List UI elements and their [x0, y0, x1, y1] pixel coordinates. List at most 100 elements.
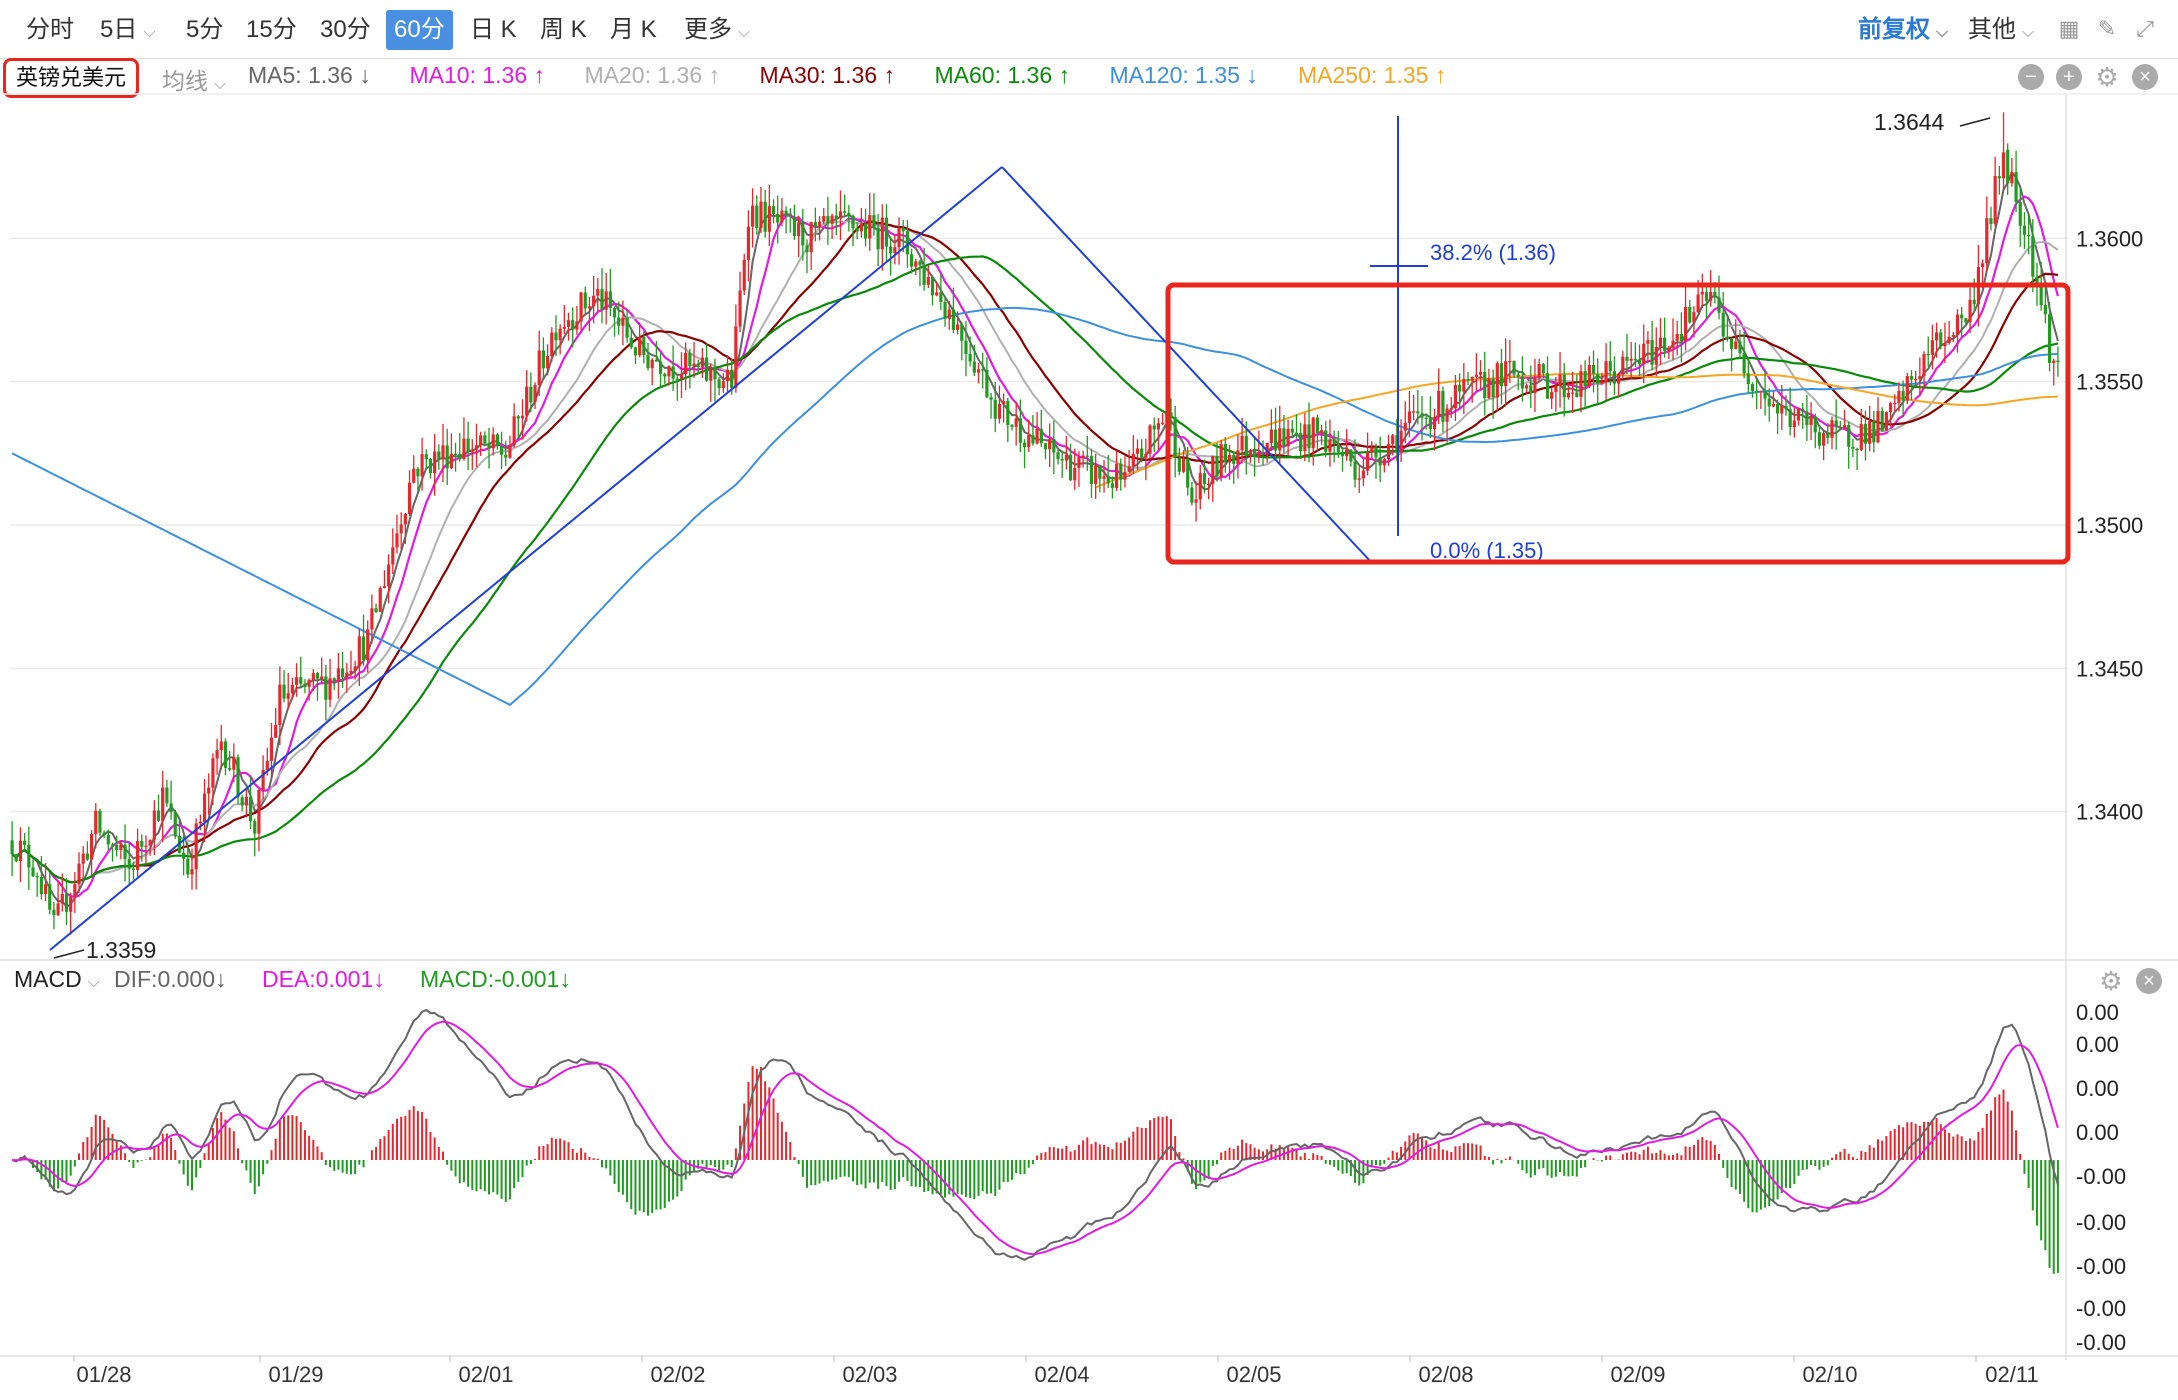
- candle-body: [1006, 401, 1010, 425]
- candle-body: [81, 853, 85, 864]
- date-tick-label: 02/02: [650, 1362, 705, 1387]
- price-tick-label: 1.3500: [2076, 513, 2143, 538]
- chevron-down-icon: ⌵: [2022, 24, 2035, 41]
- candle-body: [244, 796, 248, 806]
- candle-body: [817, 221, 822, 228]
- other-dropdown[interactable]: 其他 ⌵: [1960, 10, 2042, 50]
- ma-legend-item-4[interactable]: MA60: 1.36 ↑: [934, 62, 1071, 88]
- candle-body: [1968, 299, 1972, 323]
- candle-body: [529, 386, 533, 403]
- add-icon[interactable]: +: [2056, 64, 2082, 90]
- candle-body: [930, 277, 935, 296]
- candle-body: [675, 378, 679, 380]
- candle-body: [202, 793, 207, 822]
- ma-legend-item-0[interactable]: MA5: 1.36 ↓: [248, 62, 371, 88]
- gear-icon[interactable]: ⚙: [2095, 62, 2119, 92]
- grid-icon[interactable]: ▦: [2058, 16, 2080, 41]
- candle-body: [1545, 373, 1550, 399]
- chevron-down-icon: ⌵: [143, 24, 156, 41]
- ma-type-dropdown[interactable]: 均线 ⌵: [162, 62, 226, 96]
- candle-body: [1750, 383, 1755, 392]
- period-tab-day[interactable]: 日 K: [470, 16, 517, 43]
- candle-body: [479, 435, 483, 446]
- macd-close-icon[interactable]: ×: [2136, 968, 2162, 994]
- candle-body: [1721, 312, 1725, 337]
- ma-legend-item-6[interactable]: MA250: 1.35 ↑: [1298, 62, 1447, 88]
- candle-body: [679, 374, 684, 379]
- candle-body: [1458, 384, 1462, 392]
- ma-legend-item-1[interactable]: MA10: 1.36 ↑: [409, 62, 546, 88]
- candle-body: [1591, 364, 1596, 374]
- candle-body: [144, 845, 148, 847]
- candle-body: [1838, 426, 1842, 429]
- ma-legend-item-5[interactable]: MA120: 1.35 ↓: [1109, 62, 1258, 88]
- candle-body: [1972, 299, 1976, 305]
- candle-body: [926, 277, 930, 285]
- candle-body: [1734, 341, 1738, 349]
- period-tab-5day-label: 5日: [100, 16, 138, 43]
- candle-body: [1918, 376, 1922, 380]
- candle-body: [1470, 376, 1474, 381]
- candle-body: [345, 672, 349, 678]
- candle-body: [1031, 435, 1035, 444]
- candle-body: [1926, 354, 1930, 356]
- dea-line: [12, 1020, 2059, 1256]
- candle-body: [1692, 312, 1696, 323]
- candle-body: [278, 684, 282, 725]
- candle-body: [1776, 403, 1780, 414]
- candle-body: [1608, 361, 1612, 372]
- date-tick-label: 01/29: [268, 1362, 323, 1387]
- period-tab-5day[interactable]: 5日 ⌵: [92, 10, 164, 50]
- period-tab-30min[interactable]: 30分: [320, 16, 371, 43]
- candle-body: [1094, 465, 1098, 485]
- candle-body: [1646, 340, 1650, 344]
- period-tab-15min[interactable]: 15分: [246, 16, 297, 43]
- candle-body: [470, 449, 474, 452]
- candle-body: [654, 359, 658, 362]
- candle-body: [1964, 318, 1968, 323]
- period-tab-month[interactable]: 月 K: [610, 16, 657, 43]
- more-menu[interactable]: 更多 ⌵: [676, 10, 758, 50]
- candle-body: [1294, 432, 1299, 434]
- minimize-icon[interactable]: −: [2018, 64, 2044, 90]
- candle-body: [1834, 420, 1838, 427]
- candle-body: [2010, 172, 2014, 184]
- candle-body: [370, 608, 374, 630]
- period-tab-5min[interactable]: 5分: [186, 16, 224, 43]
- candle-body: [1872, 421, 1876, 443]
- macd-name[interactable]: MACD ⌵: [14, 966, 100, 993]
- macd-gear-icon[interactable]: ⚙: [2099, 966, 2123, 996]
- candle-body: [106, 834, 110, 845]
- candle-body: [1976, 267, 1981, 305]
- macd-tick-label: 0.00: [2076, 1000, 2119, 1025]
- period-tab-60min[interactable]: 60分: [386, 10, 453, 50]
- candle-body: [692, 363, 696, 367]
- candle-body: [223, 741, 228, 768]
- candle-body: [1064, 454, 1068, 461]
- candle-body: [374, 608, 378, 612]
- candle-body: [1027, 435, 1031, 448]
- adjust-dropdown[interactable]: 前复权 ⌵: [1850, 10, 1956, 50]
- candle-body: [1043, 443, 1048, 450]
- symbol-label[interactable]: 英镑兑美元: [3, 58, 140, 98]
- candle-body: [445, 445, 449, 469]
- fullscreen-icon[interactable]: ⤢: [2136, 16, 2154, 41]
- candle-body: [1278, 428, 1282, 451]
- close-icon[interactable]: ×: [2132, 64, 2158, 90]
- candle-body: [1905, 375, 1909, 401]
- pen-icon[interactable]: ✎: [2097, 16, 2117, 41]
- candle-body: [1273, 429, 1278, 451]
- candle-body: [1617, 373, 1621, 384]
- candle-body: [1955, 314, 1960, 335]
- candle-body: [1416, 411, 1420, 414]
- period-tab-week[interactable]: 周 K: [540, 16, 587, 43]
- ma-legend-item-3[interactable]: MA30: 1.36 ↑: [759, 62, 896, 88]
- candle-body: [1148, 425, 1152, 454]
- macd-dea-arrow: ↓: [373, 966, 385, 992]
- ma250-line: [1095, 372, 2058, 489]
- candle-body: [1073, 467, 1077, 481]
- ma-legend-item-2[interactable]: MA20: 1.36 ↑: [584, 62, 721, 88]
- candle-body: [491, 434, 495, 449]
- period-tab-fenshi[interactable]: 分时: [26, 16, 74, 43]
